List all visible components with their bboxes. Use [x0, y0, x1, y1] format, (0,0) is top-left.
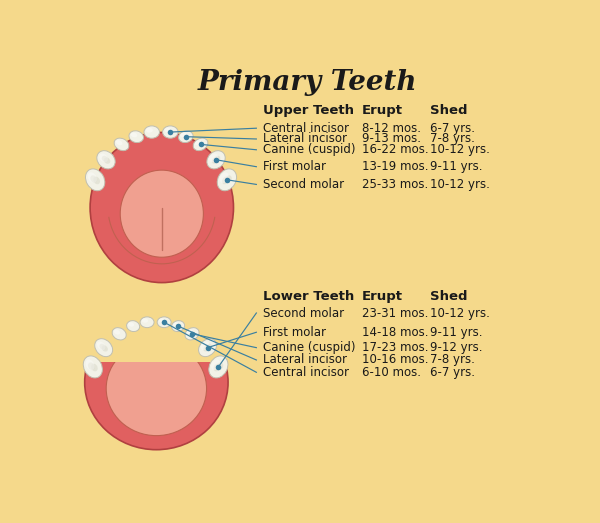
Ellipse shape [97, 151, 115, 169]
Ellipse shape [102, 156, 108, 162]
Text: Second molar: Second molar [263, 306, 344, 320]
Ellipse shape [214, 363, 220, 371]
Ellipse shape [207, 151, 225, 169]
Ellipse shape [131, 132, 137, 138]
Text: Canine (cuspid): Canine (cuspid) [263, 143, 355, 156]
Text: 7-8 yrs.: 7-8 yrs. [430, 132, 475, 145]
Ellipse shape [157, 317, 171, 327]
Ellipse shape [114, 138, 129, 151]
FancyBboxPatch shape [85, 315, 228, 362]
Ellipse shape [85, 169, 105, 191]
Ellipse shape [142, 319, 148, 323]
Ellipse shape [209, 356, 228, 378]
Text: Second molar: Second molar [263, 178, 344, 191]
Ellipse shape [88, 172, 97, 183]
Text: 9-11 yrs.: 9-11 yrs. [430, 160, 482, 173]
Ellipse shape [164, 128, 172, 133]
Text: 25-33 mos.: 25-33 mos. [362, 178, 428, 191]
FancyBboxPatch shape [70, 301, 242, 353]
Text: Primary Teeth: Primary Teeth [198, 69, 417, 96]
Text: 10-12 yrs.: 10-12 yrs. [430, 178, 490, 191]
Ellipse shape [104, 157, 110, 164]
Ellipse shape [129, 131, 143, 143]
Ellipse shape [127, 321, 140, 332]
Ellipse shape [201, 342, 209, 350]
Ellipse shape [116, 140, 122, 145]
Ellipse shape [173, 322, 179, 327]
Text: 6-7 yrs.: 6-7 yrs. [430, 366, 475, 379]
Ellipse shape [100, 344, 106, 350]
Ellipse shape [128, 322, 134, 327]
Ellipse shape [217, 169, 236, 191]
Text: 9-12 yrs.: 9-12 yrs. [430, 341, 482, 354]
Ellipse shape [106, 342, 206, 436]
Ellipse shape [163, 126, 178, 138]
Ellipse shape [88, 362, 95, 370]
Ellipse shape [179, 131, 193, 143]
Ellipse shape [90, 132, 233, 282]
Ellipse shape [90, 175, 97, 183]
Text: 9-11 yrs.: 9-11 yrs. [430, 326, 482, 339]
Text: 16-22 mos.: 16-22 mos. [362, 143, 428, 156]
Text: Central incisor: Central incisor [263, 366, 349, 379]
Ellipse shape [212, 157, 218, 164]
Text: 10-16 mos.: 10-16 mos. [362, 354, 428, 367]
Ellipse shape [144, 126, 160, 138]
Ellipse shape [217, 362, 223, 370]
Text: 7-8 yrs.: 7-8 yrs. [430, 354, 475, 367]
Ellipse shape [220, 172, 229, 183]
Ellipse shape [83, 356, 103, 378]
Ellipse shape [114, 329, 120, 335]
Ellipse shape [112, 327, 126, 340]
Ellipse shape [97, 342, 106, 350]
Ellipse shape [140, 317, 154, 327]
Ellipse shape [91, 363, 98, 371]
Text: Central incisor: Central incisor [263, 122, 349, 135]
Text: Erupt: Erupt [362, 104, 403, 117]
Ellipse shape [101, 345, 108, 351]
Ellipse shape [120, 170, 203, 257]
Ellipse shape [95, 339, 113, 357]
Text: Lower Teeth: Lower Teeth [263, 290, 354, 303]
Ellipse shape [225, 175, 232, 183]
Ellipse shape [199, 339, 217, 357]
Text: 10-12 yrs.: 10-12 yrs. [430, 306, 490, 320]
Ellipse shape [205, 344, 212, 350]
Ellipse shape [181, 132, 187, 138]
Text: 13-19 mos.: 13-19 mos. [362, 160, 428, 173]
Ellipse shape [185, 327, 199, 340]
Text: First molar: First molar [263, 326, 326, 339]
Ellipse shape [159, 319, 165, 323]
Text: 23-31 mos.: 23-31 mos. [362, 306, 428, 320]
Ellipse shape [222, 177, 229, 184]
Text: Lateral incisor: Lateral incisor [263, 354, 347, 367]
Text: Shed: Shed [430, 290, 467, 303]
Ellipse shape [209, 153, 218, 162]
Text: 8-12 mos.: 8-12 mos. [362, 122, 421, 135]
Ellipse shape [195, 140, 202, 145]
Text: Erupt: Erupt [362, 290, 403, 303]
Ellipse shape [86, 359, 95, 370]
Text: Upper Teeth: Upper Teeth [263, 104, 353, 117]
Ellipse shape [211, 359, 220, 370]
Text: First molar: First molar [263, 160, 326, 173]
Ellipse shape [172, 321, 185, 332]
Ellipse shape [214, 156, 220, 162]
Text: 17-23 mos.: 17-23 mos. [362, 341, 428, 354]
Ellipse shape [203, 345, 209, 351]
Text: 10-12 yrs.: 10-12 yrs. [430, 143, 490, 156]
Text: Lateral incisor: Lateral incisor [263, 132, 347, 145]
Ellipse shape [99, 153, 108, 162]
Ellipse shape [85, 315, 228, 450]
Text: 9-13 mos.: 9-13 mos. [362, 132, 421, 145]
Text: 6-7 yrs.: 6-7 yrs. [430, 122, 475, 135]
Ellipse shape [146, 128, 153, 133]
Ellipse shape [93, 177, 100, 184]
Text: 14-18 mos.: 14-18 mos. [362, 326, 428, 339]
Ellipse shape [193, 138, 208, 151]
Text: Shed: Shed [430, 104, 467, 117]
Text: 6-10 mos.: 6-10 mos. [362, 366, 421, 379]
Ellipse shape [187, 329, 193, 335]
Text: Canine (cuspid): Canine (cuspid) [263, 341, 355, 354]
